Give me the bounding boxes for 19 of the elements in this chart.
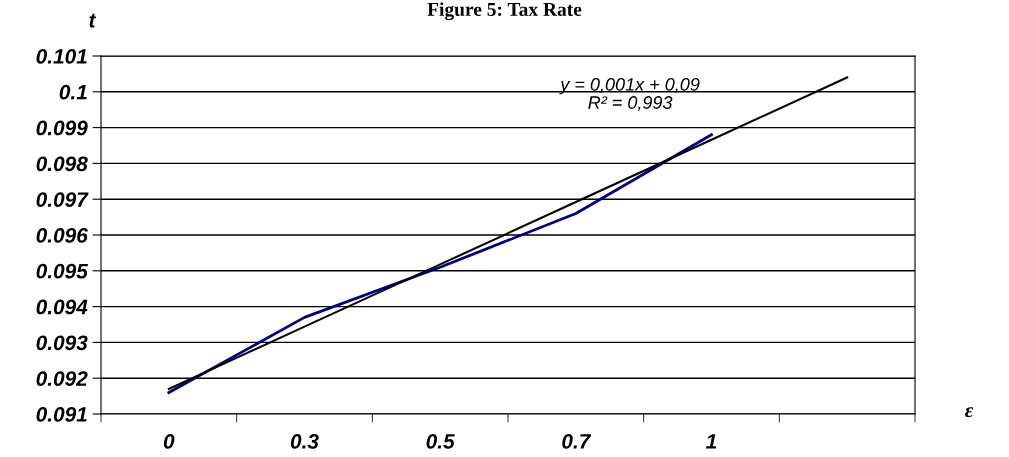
y-tick-label: 0.099 — [36, 120, 88, 136]
x-tick-label: 1 — [706, 434, 717, 449]
y-tick-label: 0.095 — [36, 263, 89, 279]
x-axis-title: ε — [964, 407, 974, 418]
y-axis-title: t — [89, 13, 97, 28]
y-tick-label: 0.101 — [36, 49, 87, 64]
y-tick-label: 0.092 — [36, 371, 88, 386]
y-tick-label: 0.097 — [36, 192, 89, 207]
x-tick-label: 0.5 — [426, 433, 455, 449]
y-tick-label: 0.091 — [36, 407, 87, 422]
x-tick-label: 0 — [163, 433, 175, 449]
y-tick-label: 0.093 — [36, 335, 88, 351]
x-tick-label: 0.3 — [290, 433, 319, 449]
y-tick-label: 0.1 — [59, 84, 87, 100]
y-tick-label: 0.096 — [36, 228, 88, 243]
chart-title: Figure 5: Tax Rate — [427, 2, 582, 21]
y-tick-label: 0.098 — [36, 156, 88, 172]
y-tick-label: 0.094 — [36, 299, 88, 315]
x-tick-label: 0.7 — [562, 433, 592, 449]
